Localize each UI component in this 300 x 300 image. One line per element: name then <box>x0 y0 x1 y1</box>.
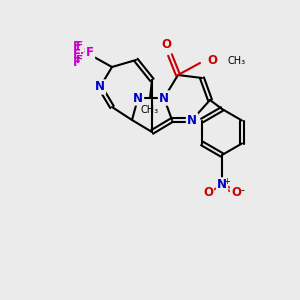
Text: F: F <box>73 49 81 62</box>
Text: +: + <box>224 176 230 185</box>
Text: CH₃: CH₃ <box>141 105 159 115</box>
Text: N: N <box>159 92 169 104</box>
Text: O: O <box>231 187 241 200</box>
Text: N: N <box>133 92 143 104</box>
Text: N: N <box>95 80 105 94</box>
Text: N: N <box>217 178 227 191</box>
Text: O: O <box>161 38 171 52</box>
Text: O: O <box>207 55 217 68</box>
Text: F: F <box>86 46 94 59</box>
Text: F: F <box>76 55 84 65</box>
Text: F: F <box>73 40 81 53</box>
Text: F: F <box>73 56 81 70</box>
Text: N: N <box>187 113 197 127</box>
Text: F: F <box>80 48 88 58</box>
Text: O: O <box>203 187 213 200</box>
Text: F: F <box>76 41 84 51</box>
Text: CH₃: CH₃ <box>228 56 246 66</box>
Text: -: - <box>240 185 244 195</box>
